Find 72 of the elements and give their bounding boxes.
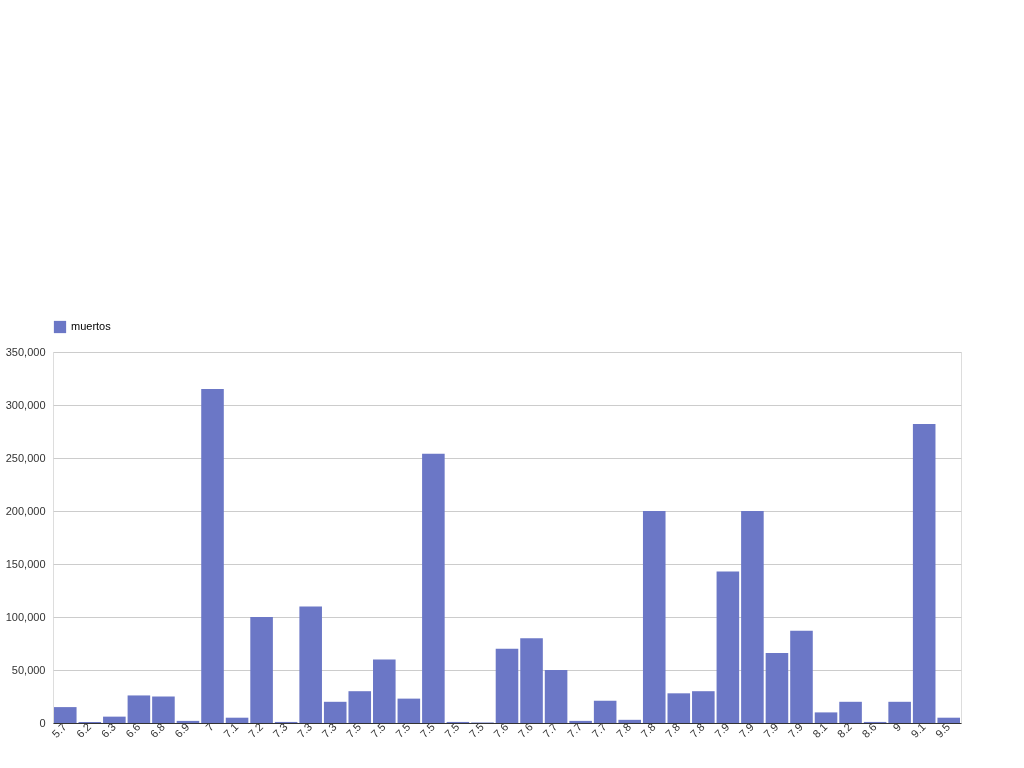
x-tick-label: 7.5 <box>442 720 462 740</box>
y-tick-label: 0 <box>39 716 46 729</box>
y-tick-label: 150,000 <box>5 557 46 570</box>
x-tick-label: 6.3 <box>98 720 118 740</box>
bar <box>176 720 200 723</box>
x-tick-label: 7.6 <box>515 720 536 740</box>
bar <box>912 424 936 723</box>
bar <box>152 696 175 723</box>
bar <box>839 701 862 723</box>
bar <box>888 701 911 723</box>
bar <box>520 638 543 723</box>
bar <box>716 571 740 723</box>
bar <box>741 511 764 723</box>
bar <box>397 698 421 723</box>
bar <box>373 659 396 723</box>
x-tick-label: 7.9 <box>761 720 781 740</box>
bar <box>814 712 838 723</box>
bar <box>618 719 641 723</box>
bar <box>790 630 813 723</box>
y-tick-label: 300,000 <box>5 398 46 411</box>
bar <box>53 707 77 723</box>
bar <box>692 691 715 723</box>
x-tick-label: 7.3 <box>270 720 290 740</box>
bar <box>765 653 789 723</box>
bar <box>544 670 568 723</box>
x-tick-label: 7.6 <box>491 720 511 740</box>
x-tick-label: 7.8 <box>638 720 658 740</box>
x-tick-label: 6.8 <box>147 720 167 740</box>
x-tick-label: 8.1 <box>810 720 830 740</box>
y-tick-label: 200,000 <box>5 504 46 517</box>
x-tick-label: 6.9 <box>172 720 192 740</box>
x-tick-label: 7.5 <box>393 720 413 740</box>
x-tick-label: 7.3 <box>319 720 339 740</box>
bar <box>250 617 273 723</box>
x-tick-label: 9 <box>890 720 904 734</box>
bar <box>422 453 445 723</box>
x-tick-label: 7.1 <box>221 720 241 740</box>
bar <box>593 700 617 723</box>
x-tick-label: 7.8 <box>687 720 707 740</box>
x-tick-label: 7.5 <box>368 720 388 740</box>
bar <box>299 606 322 723</box>
y-tick-label: 250,000 <box>5 451 46 464</box>
x-tick-label: 7.9 <box>785 720 806 740</box>
bar <box>569 720 592 723</box>
y-tick-label: 350,000 <box>5 345 46 358</box>
bar <box>201 389 224 723</box>
bar <box>937 717 961 723</box>
bar <box>225 717 249 723</box>
x-tick-label: 7.2 <box>245 720 266 740</box>
bar <box>103 716 126 723</box>
legend-label: muertos <box>71 320 112 332</box>
x-tick-label: 7.9 <box>712 720 732 740</box>
x-tick-label: 8.6 <box>859 720 879 740</box>
x-tick-label: 7.7 <box>540 720 560 740</box>
x-tick-label: 7.5 <box>466 720 486 740</box>
x-tick-label: 7.5 <box>417 720 437 740</box>
x-tick-label: 7.7 <box>589 720 609 740</box>
y-tick-label: 100,000 <box>5 610 46 623</box>
bar <box>127 695 151 723</box>
x-tick-label: 7.5 <box>343 720 364 740</box>
x-tick-label: 7.3 <box>294 720 315 740</box>
x-tick-label: 9.1 <box>908 720 928 740</box>
x-tick-label: 5.7 <box>49 720 69 740</box>
x-tick-label: 6.2 <box>74 720 94 740</box>
y-tick-label: 50,000 <box>11 663 46 676</box>
x-tick-label: 7.9 <box>736 720 756 740</box>
x-tick-label: 6.6 <box>123 720 143 740</box>
x-tick-label: 7.8 <box>663 720 683 740</box>
x-tick-label: 9.5 <box>932 720 953 740</box>
bar <box>495 648 519 723</box>
x-tick-label: 7.8 <box>613 720 634 740</box>
x-tick-label: 8.2 <box>834 720 855 740</box>
